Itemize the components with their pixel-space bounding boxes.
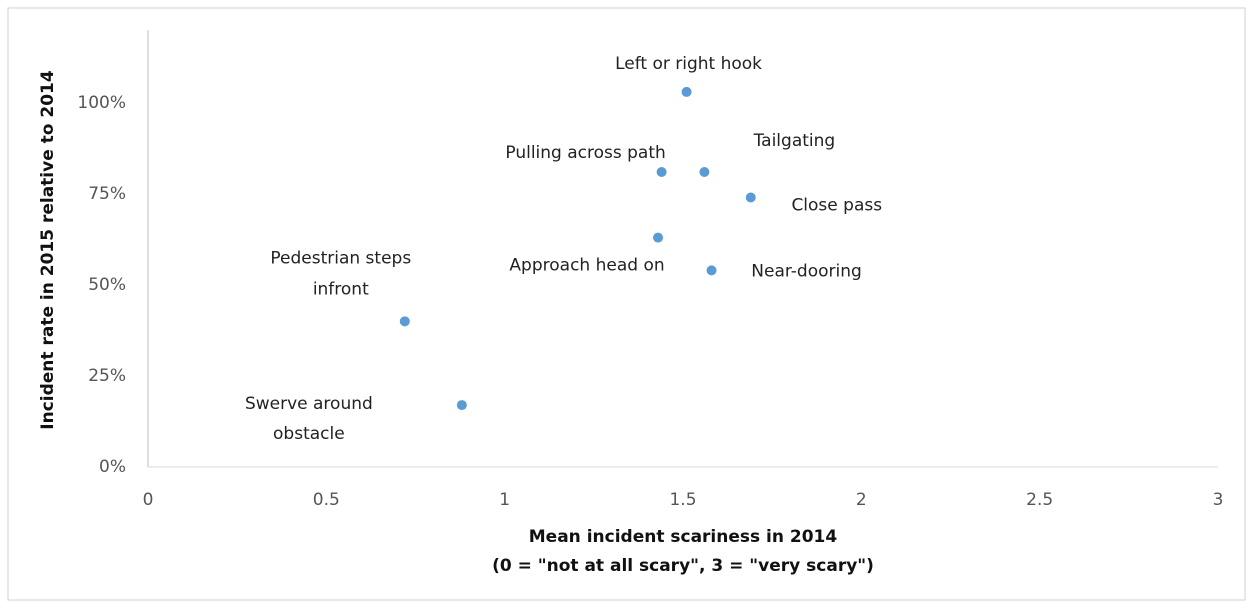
point-label: infront	[313, 279, 369, 299]
y-tick-label: 25%	[88, 366, 126, 386]
y-tick-label: 0%	[99, 457, 126, 477]
y-tick-label: 100%	[77, 93, 126, 113]
x-tick-label: 0	[143, 490, 154, 510]
point	[699, 167, 710, 178]
y-axis-title: Incident rate in 2015 relative to 2014	[38, 70, 58, 430]
point-label: Near-dooring	[751, 261, 862, 281]
x-axis-title: Mean incident scariness in 2014	[529, 527, 838, 547]
point-label: Left or right hook	[615, 54, 762, 74]
point-label: Swerve around	[245, 394, 373, 414]
point	[456, 400, 467, 411]
point	[681, 86, 692, 97]
y-tick-label: 50%	[88, 275, 126, 295]
point-label: obstacle	[273, 424, 345, 444]
x-tick-label: 0.5	[313, 490, 340, 510]
point	[653, 232, 664, 243]
point-label: Approach head on	[509, 256, 664, 276]
point	[745, 192, 756, 203]
point-label: Pulling across path	[505, 143, 665, 163]
point-label: Pedestrian steps	[270, 248, 411, 268]
point-label: Tailgating	[753, 131, 836, 151]
point	[706, 265, 717, 276]
x-tick-label: 1	[499, 490, 510, 510]
chart-frame	[7, 7, 1246, 601]
x-tick-label: 2.5	[1026, 490, 1053, 510]
x-tick-label: 1.5	[669, 490, 696, 510]
point-label: Close pass	[791, 196, 882, 216]
x-tick-label: 2	[856, 490, 867, 510]
point	[399, 316, 410, 327]
x-tick-label: 3	[1213, 490, 1224, 510]
point	[656, 167, 667, 178]
y-tick-label: 75%	[88, 184, 126, 204]
x-axis-title: (0 = "not at all scary", 3 = "very scary…	[492, 556, 874, 576]
